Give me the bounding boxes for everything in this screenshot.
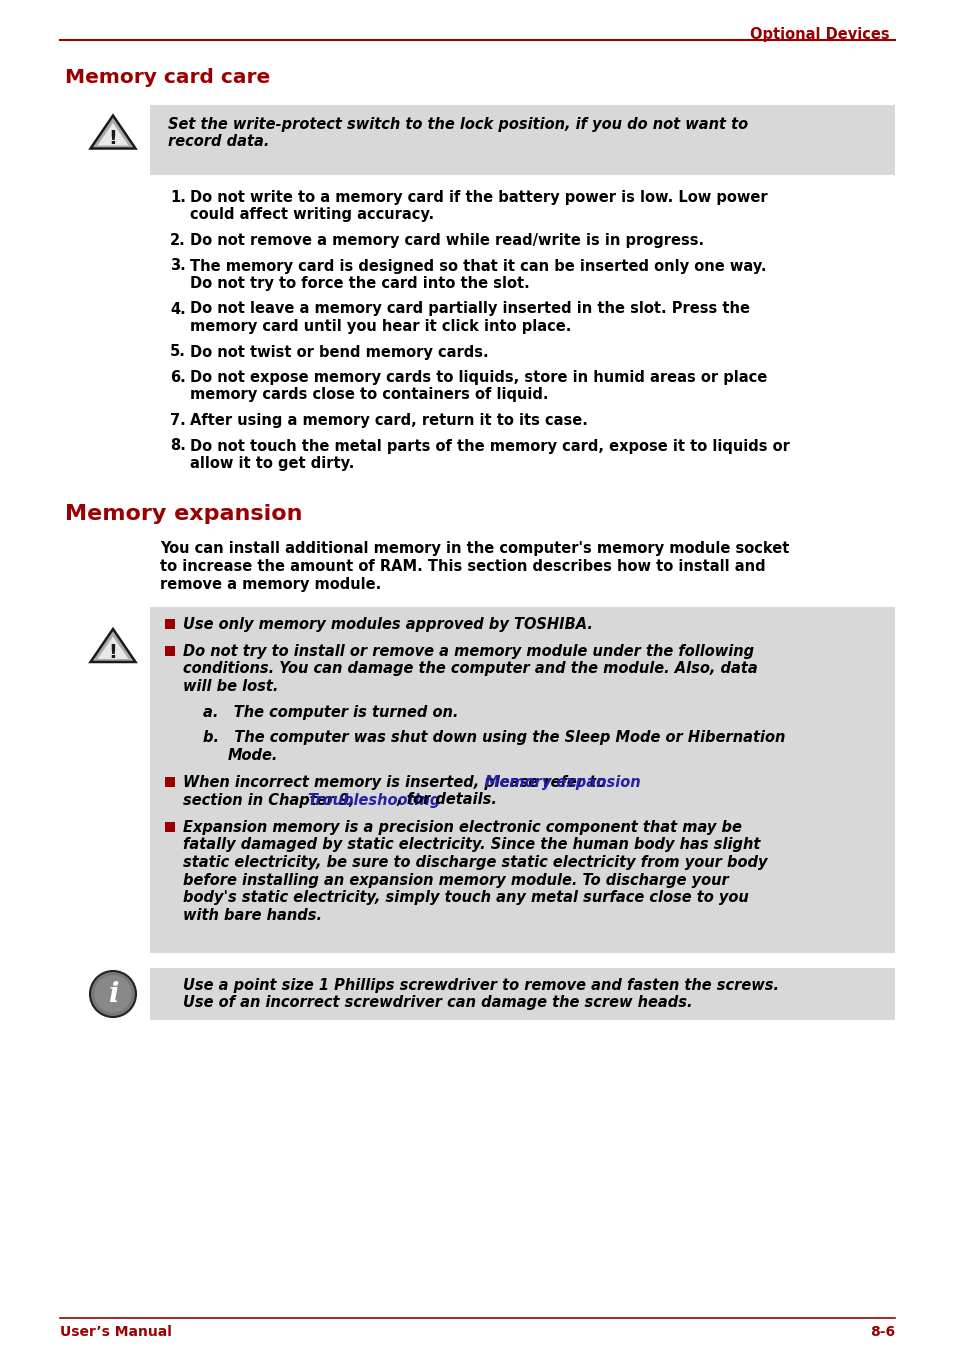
Polygon shape [91,115,135,149]
Text: !: ! [109,128,117,149]
Text: Do not try to force the card into the slot.: Do not try to force the card into the sl… [190,276,529,291]
Text: i: i [108,980,118,1007]
Text: , for details.: , for details. [396,792,497,807]
Text: remove a memory module.: remove a memory module. [160,576,381,592]
Text: Memory card care: Memory card care [65,68,270,87]
Text: Do not try to install or remove a memory module under the following: Do not try to install or remove a memory… [183,644,753,658]
Text: 7.: 7. [170,412,186,429]
FancyBboxPatch shape [150,105,894,174]
Text: body's static electricity, simply touch any metal surface close to you: body's static electricity, simply touch … [183,890,748,904]
Text: 8.: 8. [170,438,186,453]
Polygon shape [91,629,135,662]
Text: Troubleshooting: Troubleshooting [307,792,440,807]
Text: Do not leave a memory card partially inserted in the slot. Press the: Do not leave a memory card partially ins… [190,301,749,316]
Text: Memory expansion: Memory expansion [484,775,640,790]
Text: Do not touch the metal parts of the memory card, expose it to liquids or: Do not touch the metal parts of the memo… [190,438,789,453]
Text: memory card until you hear it click into place.: memory card until you hear it click into… [190,319,571,334]
FancyBboxPatch shape [150,607,894,940]
Text: 8-6: 8-6 [869,1325,894,1338]
Text: b.   The computer was shut down using the Sleep Mode or Hibernation: b. The computer was shut down using the … [203,730,784,745]
Text: Set the write-protect switch to the lock position, if you do not want to: Set the write-protect switch to the lock… [168,118,747,132]
FancyBboxPatch shape [165,646,174,656]
Text: 2.: 2. [170,233,186,247]
Text: Use only memory modules approved by TOSHIBA.: Use only memory modules approved by TOSH… [183,617,592,631]
Text: a.   The computer is turned on.: a. The computer is turned on. [203,704,457,719]
Text: When incorrect memory is inserted, please refer to: When incorrect memory is inserted, pleas… [183,775,611,790]
Text: Expansion memory is a precision electronic component that may be: Expansion memory is a precision electron… [183,821,741,836]
Text: Do not remove a memory card while read/write is in progress.: Do not remove a memory card while read/w… [190,233,703,247]
Text: conditions. You can damage the computer and the module. Also, data: conditions. You can damage the computer … [183,661,757,676]
Text: Do not twist or bend memory cards.: Do not twist or bend memory cards. [190,345,488,360]
Text: You can install additional memory in the computer's memory module socket: You can install additional memory in the… [160,542,788,557]
Text: After using a memory card, return it to its case.: After using a memory card, return it to … [190,412,587,429]
Text: Do not write to a memory card if the battery power is low. Low power: Do not write to a memory card if the bat… [190,191,767,206]
Text: Mode.: Mode. [228,748,278,763]
Text: User’s Manual: User’s Manual [60,1325,172,1338]
Text: 6.: 6. [170,370,186,385]
FancyBboxPatch shape [165,618,174,629]
Text: 5.: 5. [170,345,186,360]
Text: fatally damaged by static electricity. Since the human body has slight: fatally damaged by static electricity. S… [183,837,760,853]
Text: static electricity, be sure to discharge static electricity from your body: static electricity, be sure to discharge… [183,854,767,869]
Circle shape [94,975,132,1013]
Text: 1.: 1. [170,191,186,206]
Text: Use a point size 1 Phillips screwdriver to remove and fasten the screws.: Use a point size 1 Phillips screwdriver … [183,977,779,992]
Text: 4.: 4. [170,301,186,316]
Text: Optional Devices: Optional Devices [750,27,889,42]
Text: The memory card is designed so that it can be inserted only one way.: The memory card is designed so that it c… [190,258,765,273]
Polygon shape [97,123,129,146]
Text: 3.: 3. [170,258,186,273]
Text: Use of an incorrect screwdriver can damage the screw heads.: Use of an incorrect screwdriver can dama… [183,995,692,1010]
Text: will be lost.: will be lost. [183,679,278,694]
Text: could affect writing accuracy.: could affect writing accuracy. [190,207,434,223]
Text: to increase the amount of RAM. This section describes how to install and: to increase the amount of RAM. This sect… [160,558,765,575]
Text: !: ! [109,642,117,661]
FancyBboxPatch shape [150,607,894,953]
FancyBboxPatch shape [165,822,174,831]
Text: allow it to get dirty.: allow it to get dirty. [190,456,354,470]
Text: section in Chapter 9,: section in Chapter 9, [183,792,355,807]
Text: before installing an expansion memory module. To discharge your: before installing an expansion memory mo… [183,872,728,887]
Circle shape [90,971,136,1017]
Text: memory cards close to containers of liquid.: memory cards close to containers of liqu… [190,388,548,403]
Text: record data.: record data. [168,134,269,150]
Polygon shape [97,637,129,658]
Text: Memory expansion: Memory expansion [65,503,302,523]
FancyBboxPatch shape [150,968,894,1019]
Text: with bare hands.: with bare hands. [183,907,322,922]
FancyBboxPatch shape [165,777,174,787]
Text: Do not expose memory cards to liquids, store in humid areas or place: Do not expose memory cards to liquids, s… [190,370,766,385]
